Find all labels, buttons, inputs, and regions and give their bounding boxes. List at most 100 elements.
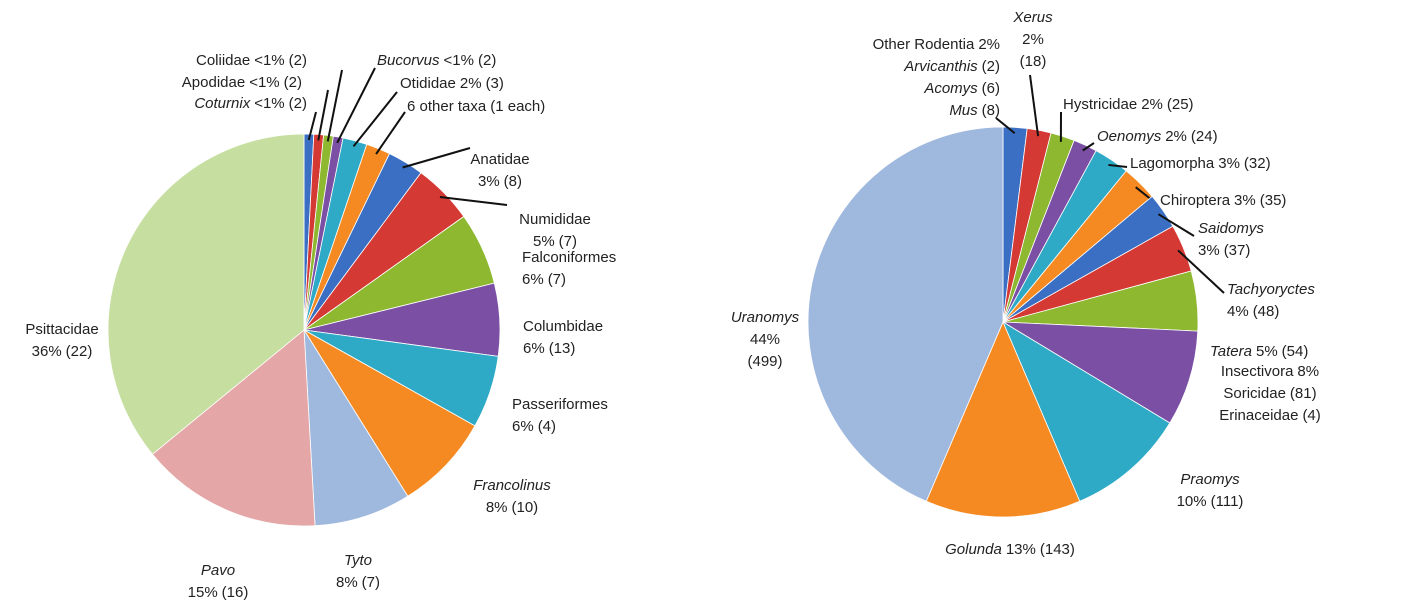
- leader-line: [376, 112, 405, 154]
- label-part: Passeriformes: [512, 396, 608, 413]
- label-part: (10): [512, 499, 539, 516]
- leader-line: [353, 92, 397, 146]
- label-part: Mus: [949, 102, 978, 119]
- slice-label: Coturnix<1%(2): [194, 95, 307, 112]
- label-part: (143): [1040, 541, 1075, 558]
- label-part: (35): [1260, 192, 1287, 209]
- chart: Coturnix<1%(2)Apodidae<1%(2)Coliidae<1%(…: [0, 0, 1403, 613]
- label-part: Falconiformes: [522, 249, 616, 266]
- label-part: Oenomys: [1097, 128, 1162, 145]
- label-part: (2): [982, 58, 1000, 75]
- label-part: Tachyoryctes: [1227, 281, 1315, 298]
- label-part: Saidomys: [1198, 220, 1264, 237]
- label-part: Numididae: [519, 211, 591, 228]
- slice-label: 6 other taxa(1 each): [407, 98, 545, 115]
- label-part: Tyto: [344, 552, 372, 569]
- label-part: Acomys: [923, 80, 978, 97]
- label-part: Chiroptera: [1160, 192, 1231, 209]
- slice-label: Other Rodentia2%Arvicanthis(2)Acomys(6)M…: [873, 36, 1000, 119]
- label-part: Soricidae: [1223, 385, 1286, 402]
- label-part: 8%: [336, 574, 358, 591]
- label-part: 2%: [978, 36, 1000, 53]
- label-part: 4%: [1227, 303, 1249, 320]
- label-part: Golunda: [945, 541, 1002, 558]
- slice-label: Columbidae 6%(13): [523, 318, 603, 357]
- label-part: Pavo: [201, 562, 235, 579]
- label-part: 8%: [1297, 363, 1319, 380]
- label-part: 3%: [1218, 155, 1240, 172]
- label-part: <1%: [249, 74, 279, 91]
- label-part: Columbidae: [523, 318, 603, 335]
- label-part: (48): [1253, 303, 1280, 320]
- label-part: Francolinus: [473, 477, 551, 494]
- label-part: 10%: [1177, 493, 1207, 510]
- label-part: (1 each): [490, 98, 545, 115]
- label-part: (18): [1020, 53, 1047, 70]
- leader-line: [318, 90, 328, 140]
- page: {"chart_data": [ {"type": "pie", "catego…: [0, 0, 1403, 613]
- slice-label: Apodidae<1%(2): [182, 74, 302, 91]
- leader-line: [1030, 75, 1038, 136]
- label-part: Other Rodentia: [873, 36, 975, 53]
- slice-label: Tachyoryctes 4%(48): [1227, 281, 1315, 320]
- label-part: (25): [1167, 96, 1194, 113]
- slice-label: Coliidae<1%(2): [196, 52, 307, 69]
- label-part: Xerus: [1012, 9, 1053, 26]
- label-part: 5%: [1256, 343, 1278, 360]
- label-part: Psittacidae: [25, 321, 98, 338]
- label-part: Anatidae: [470, 151, 529, 168]
- label-part: (7): [548, 271, 566, 288]
- slice-label: Bucorvus<1%(2): [377, 52, 496, 69]
- label-part: 3%: [1234, 192, 1256, 209]
- label-part: Apodidae: [182, 74, 245, 91]
- label-part: 6 other taxa: [407, 98, 487, 115]
- label-part: (6): [982, 80, 1000, 97]
- label-part: Bucorvus: [377, 52, 440, 69]
- label-part: (13): [549, 340, 576, 357]
- label-part: (7): [559, 233, 577, 250]
- slice-label: Passeriformes 6%(4): [512, 396, 608, 435]
- label-part: Lagomorpha: [1130, 155, 1215, 172]
- label-part: 44%: [750, 331, 780, 348]
- label-part: <1%: [444, 52, 474, 69]
- label-part: (2): [289, 95, 307, 112]
- label-part: 15%: [188, 584, 218, 601]
- label-part: 6%: [523, 340, 545, 357]
- label-part: Coturnix: [194, 95, 250, 112]
- label-part: <1%: [254, 52, 284, 69]
- label-part: (4): [538, 418, 556, 435]
- label-part: 13%: [1006, 541, 1036, 558]
- label-part: 36%: [32, 343, 62, 360]
- label-part: (3): [486, 75, 504, 92]
- slice-label: Uranomys 44% (499): [731, 309, 800, 370]
- label-part: (2): [289, 52, 307, 69]
- label-part: Erinaceidae: [1219, 407, 1298, 424]
- label-part: Hystricidae: [1063, 96, 1137, 113]
- leader-line: [328, 70, 342, 141]
- leader-line: [337, 68, 375, 143]
- label-part: (32): [1244, 155, 1271, 172]
- label-part: (7): [362, 574, 380, 591]
- label-part: (8): [982, 102, 1000, 119]
- label-part: 5%: [533, 233, 555, 250]
- label-part: Uranomys: [731, 309, 800, 326]
- label-part: Tatera: [1210, 343, 1252, 360]
- label-part: (499): [747, 353, 782, 370]
- label-part: (24): [1191, 128, 1218, 145]
- label-part: 2%: [1165, 128, 1187, 145]
- label-part: (4): [1302, 407, 1320, 424]
- label-part: 3%: [1198, 242, 1220, 259]
- label-part: Otididae: [400, 75, 456, 92]
- label-part: 6%: [512, 418, 534, 435]
